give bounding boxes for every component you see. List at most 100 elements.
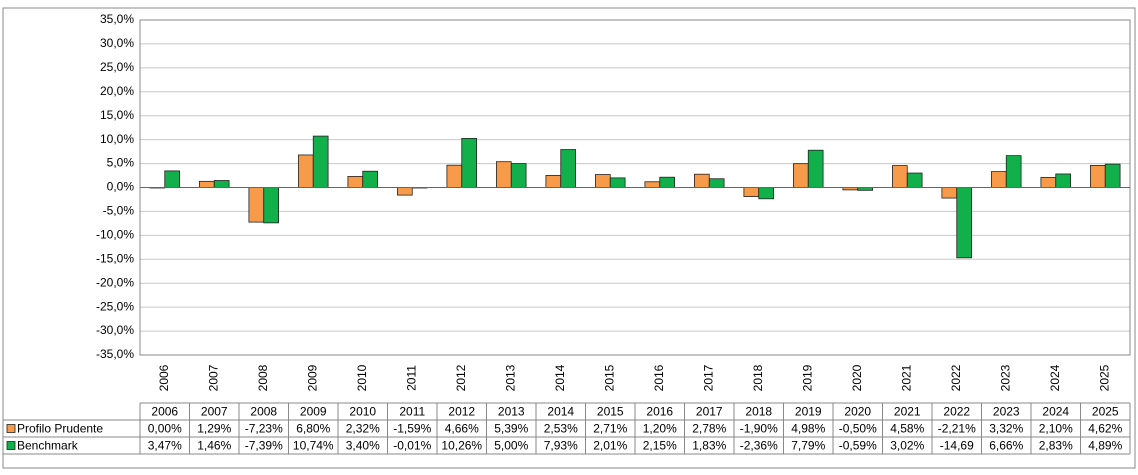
table-value: 10,26% xyxy=(441,439,482,453)
table-value: 3,47% xyxy=(148,439,182,453)
table-value: -0,59% xyxy=(839,439,877,453)
x-tick-label: 2012 xyxy=(454,364,468,391)
legend-label: Profilo Prudente xyxy=(17,422,103,436)
y-tick-label: 5,0% xyxy=(107,156,135,170)
bar xyxy=(263,187,280,224)
table-header: 2015 xyxy=(597,405,624,419)
table-header: 2007 xyxy=(201,405,228,419)
x-tick-label: 2013 xyxy=(503,364,517,391)
bar xyxy=(956,187,973,259)
table-value: -0,50% xyxy=(839,422,877,436)
x-tick-label: 2023 xyxy=(998,364,1012,391)
table-header: 2016 xyxy=(646,405,673,419)
y-tick-label: 30,0% xyxy=(100,36,134,50)
table-value: 4,62% xyxy=(1088,422,1122,436)
x-tick-label: 2021 xyxy=(899,364,913,391)
table-value: 4,58% xyxy=(890,422,924,436)
table-header: 2020 xyxy=(844,405,871,419)
bar xyxy=(248,187,265,223)
bar xyxy=(743,187,760,197)
y-tick-label: 25,0% xyxy=(100,60,134,74)
table-header: 2023 xyxy=(993,405,1020,419)
bar xyxy=(1005,155,1022,188)
x-tick-label: 2019 xyxy=(800,364,814,391)
x-tick-label: 2011 xyxy=(404,365,418,391)
table-header: 2022 xyxy=(943,405,970,419)
table-header: 2025 xyxy=(1092,405,1119,419)
x-tick-label: 2020 xyxy=(850,364,864,391)
table-value: 2,15% xyxy=(643,439,677,453)
table-value: -7,39% xyxy=(245,439,283,453)
bar xyxy=(906,172,923,188)
table-value: 4,89% xyxy=(1088,439,1122,453)
table-value: 4,98% xyxy=(791,422,825,436)
bar xyxy=(461,137,478,188)
table-value: 2,78% xyxy=(692,422,726,436)
y-tick-label: 35,0% xyxy=(100,12,134,26)
table-header: 2018 xyxy=(745,405,772,419)
bar xyxy=(560,149,577,188)
table-value: 6,66% xyxy=(989,439,1023,453)
table-header: 2012 xyxy=(448,405,475,419)
bar xyxy=(1104,163,1121,188)
table-value: 1,83% xyxy=(692,439,726,453)
x-tick-label: 2014 xyxy=(553,364,567,391)
x-tick-label: 2010 xyxy=(355,364,369,391)
y-tick-label: -35,0% xyxy=(96,347,134,361)
table-value: 5,00% xyxy=(494,439,528,453)
chart-frame xyxy=(2,7,1136,469)
bar xyxy=(1055,173,1072,188)
bar xyxy=(1040,177,1057,188)
x-tick-label: 2017 xyxy=(701,364,715,391)
bar xyxy=(362,170,379,188)
y-tick-label: 0,0% xyxy=(107,180,135,194)
legend-swatch xyxy=(6,441,16,450)
table-value: -0,01% xyxy=(393,439,431,453)
bar xyxy=(595,174,611,188)
table-value: -1,90% xyxy=(740,422,778,436)
table-header: 2024 xyxy=(1042,405,1069,419)
table-value: 2,71% xyxy=(593,422,627,436)
bar xyxy=(495,161,512,188)
bar xyxy=(941,187,958,199)
table-header: 2011 xyxy=(399,405,425,419)
bar xyxy=(694,173,710,188)
x-tick-label: 2015 xyxy=(602,364,616,391)
table-value: -2,21% xyxy=(938,422,976,436)
bar xyxy=(793,163,809,188)
table-value: 2,10% xyxy=(1039,422,1073,436)
table-value: 2,53% xyxy=(544,422,578,436)
table-value: 0,00% xyxy=(148,422,182,436)
bar xyxy=(659,176,676,188)
table-header: 2013 xyxy=(498,405,525,419)
table-header: 2019 xyxy=(795,405,822,419)
y-tick-label: -5,0% xyxy=(103,204,135,218)
table-header: 2010 xyxy=(349,405,376,419)
bar xyxy=(609,177,626,188)
bar xyxy=(297,154,314,188)
table-value: 3,32% xyxy=(989,422,1023,436)
bar xyxy=(892,165,908,188)
bar xyxy=(758,187,775,200)
legend-label: Benchmark xyxy=(17,439,79,453)
y-tick-label: -10,0% xyxy=(96,228,134,242)
x-tick-label: 2007 xyxy=(206,364,220,391)
table-value: -1,59% xyxy=(393,422,431,436)
x-tick-label: 2008 xyxy=(256,364,270,391)
table-value: 2,32% xyxy=(346,422,380,436)
table-header: 2014 xyxy=(547,405,574,419)
bar xyxy=(807,149,824,188)
table-value: 3,02% xyxy=(890,439,924,453)
y-tick-label: -15,0% xyxy=(96,251,134,265)
bar xyxy=(708,178,725,188)
table-value: 1,20% xyxy=(643,422,677,436)
bar xyxy=(396,187,413,196)
y-tick-label: 10,0% xyxy=(100,132,134,146)
table-value: 7,93% xyxy=(544,439,578,453)
bar xyxy=(991,171,1007,188)
x-tick-label: 2006 xyxy=(157,364,171,391)
y-tick-label: -30,0% xyxy=(96,323,134,337)
x-tick-label: 2016 xyxy=(652,364,666,391)
bar xyxy=(347,175,364,188)
